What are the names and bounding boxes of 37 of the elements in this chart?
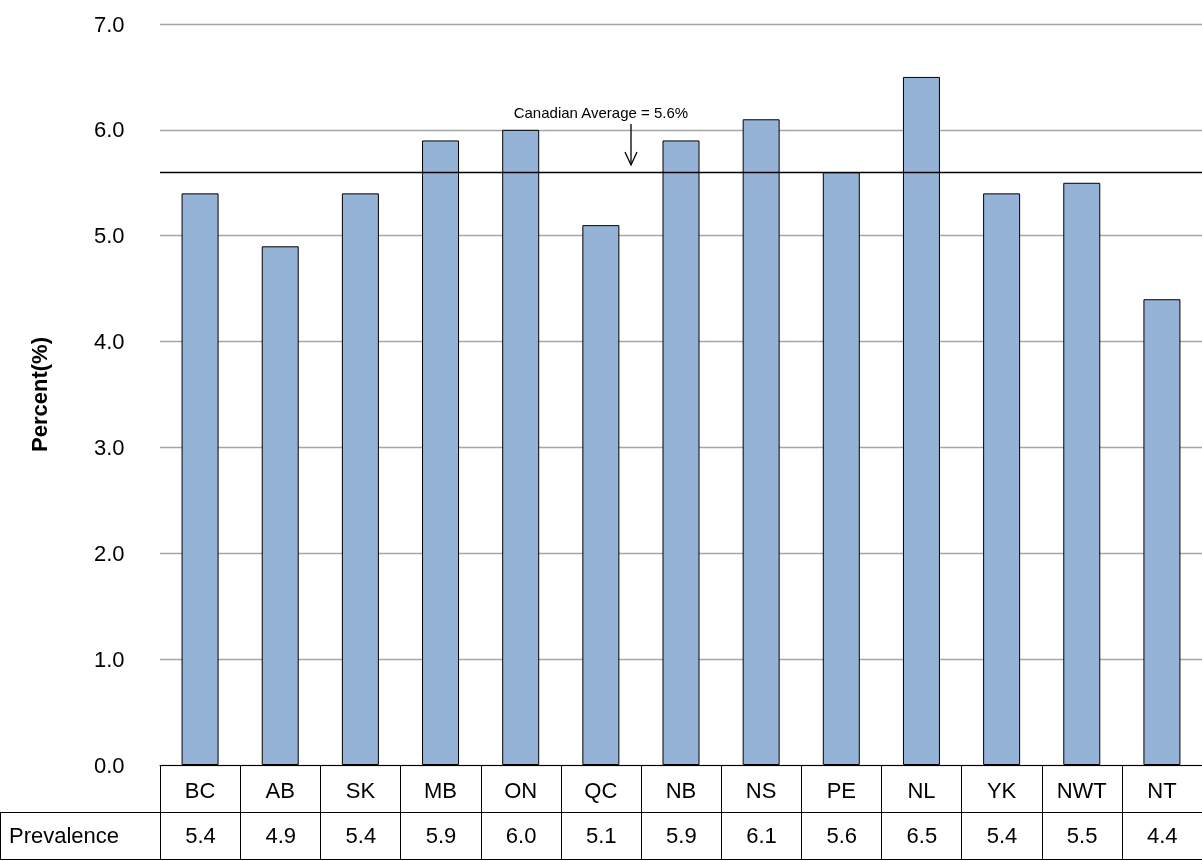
y-tick-label: 7.0: [94, 11, 125, 37]
legend-label: Prevalence: [0, 812, 161, 860]
y-tick-label: 2.0: [94, 540, 125, 566]
x-tick-label: BC: [184, 777, 216, 803]
data-label: 6.0: [481, 812, 562, 860]
x-tick-label: PE: [826, 777, 856, 803]
y-tick-label: 3.0: [94, 434, 125, 460]
data-label: 5.1: [561, 812, 642, 860]
data-label: 5.4: [160, 812, 241, 860]
data-label: 6.1: [721, 812, 802, 860]
x-tick-label: ON: [504, 777, 538, 803]
data-label: 5.4: [961, 812, 1043, 860]
data-label: 5.9: [400, 812, 482, 860]
x-tick-label: NB: [665, 777, 697, 803]
x-tick-label: NT: [1147, 777, 1177, 803]
x-tick-label: YK: [986, 777, 1017, 803]
data-label: 4.9: [240, 812, 321, 860]
x-tick-label: QC: [584, 777, 618, 803]
ref-line-label: Canadian Average = 5.6%: [513, 104, 689, 122]
data-label: 5.5: [1042, 812, 1123, 860]
data-label: 5.4: [320, 812, 401, 860]
x-tick-label: NWT: [1056, 777, 1107, 803]
x-tick-label: MB: [424, 777, 458, 803]
x-tick-label: AB: [265, 777, 295, 803]
data-label: 5.9: [641, 812, 722, 860]
data-label: 4.4: [1122, 812, 1202, 860]
y-tick-label: 6.0: [94, 117, 125, 143]
y-tick-label: 4.0: [94, 329, 125, 355]
y-tick-label: 0.0: [94, 752, 125, 778]
x-tick-label: NS: [745, 777, 777, 803]
y-tick-label: 1.0: [94, 646, 125, 672]
y-axis-title: Percent(%): [26, 337, 52, 452]
x-tick-label: SK: [345, 777, 376, 803]
x-tick-label: NL: [907, 777, 936, 803]
y-tick-label: 5.0: [94, 223, 125, 249]
data-label: 5.6: [801, 812, 882, 860]
data-label: 6.5: [881, 812, 962, 860]
